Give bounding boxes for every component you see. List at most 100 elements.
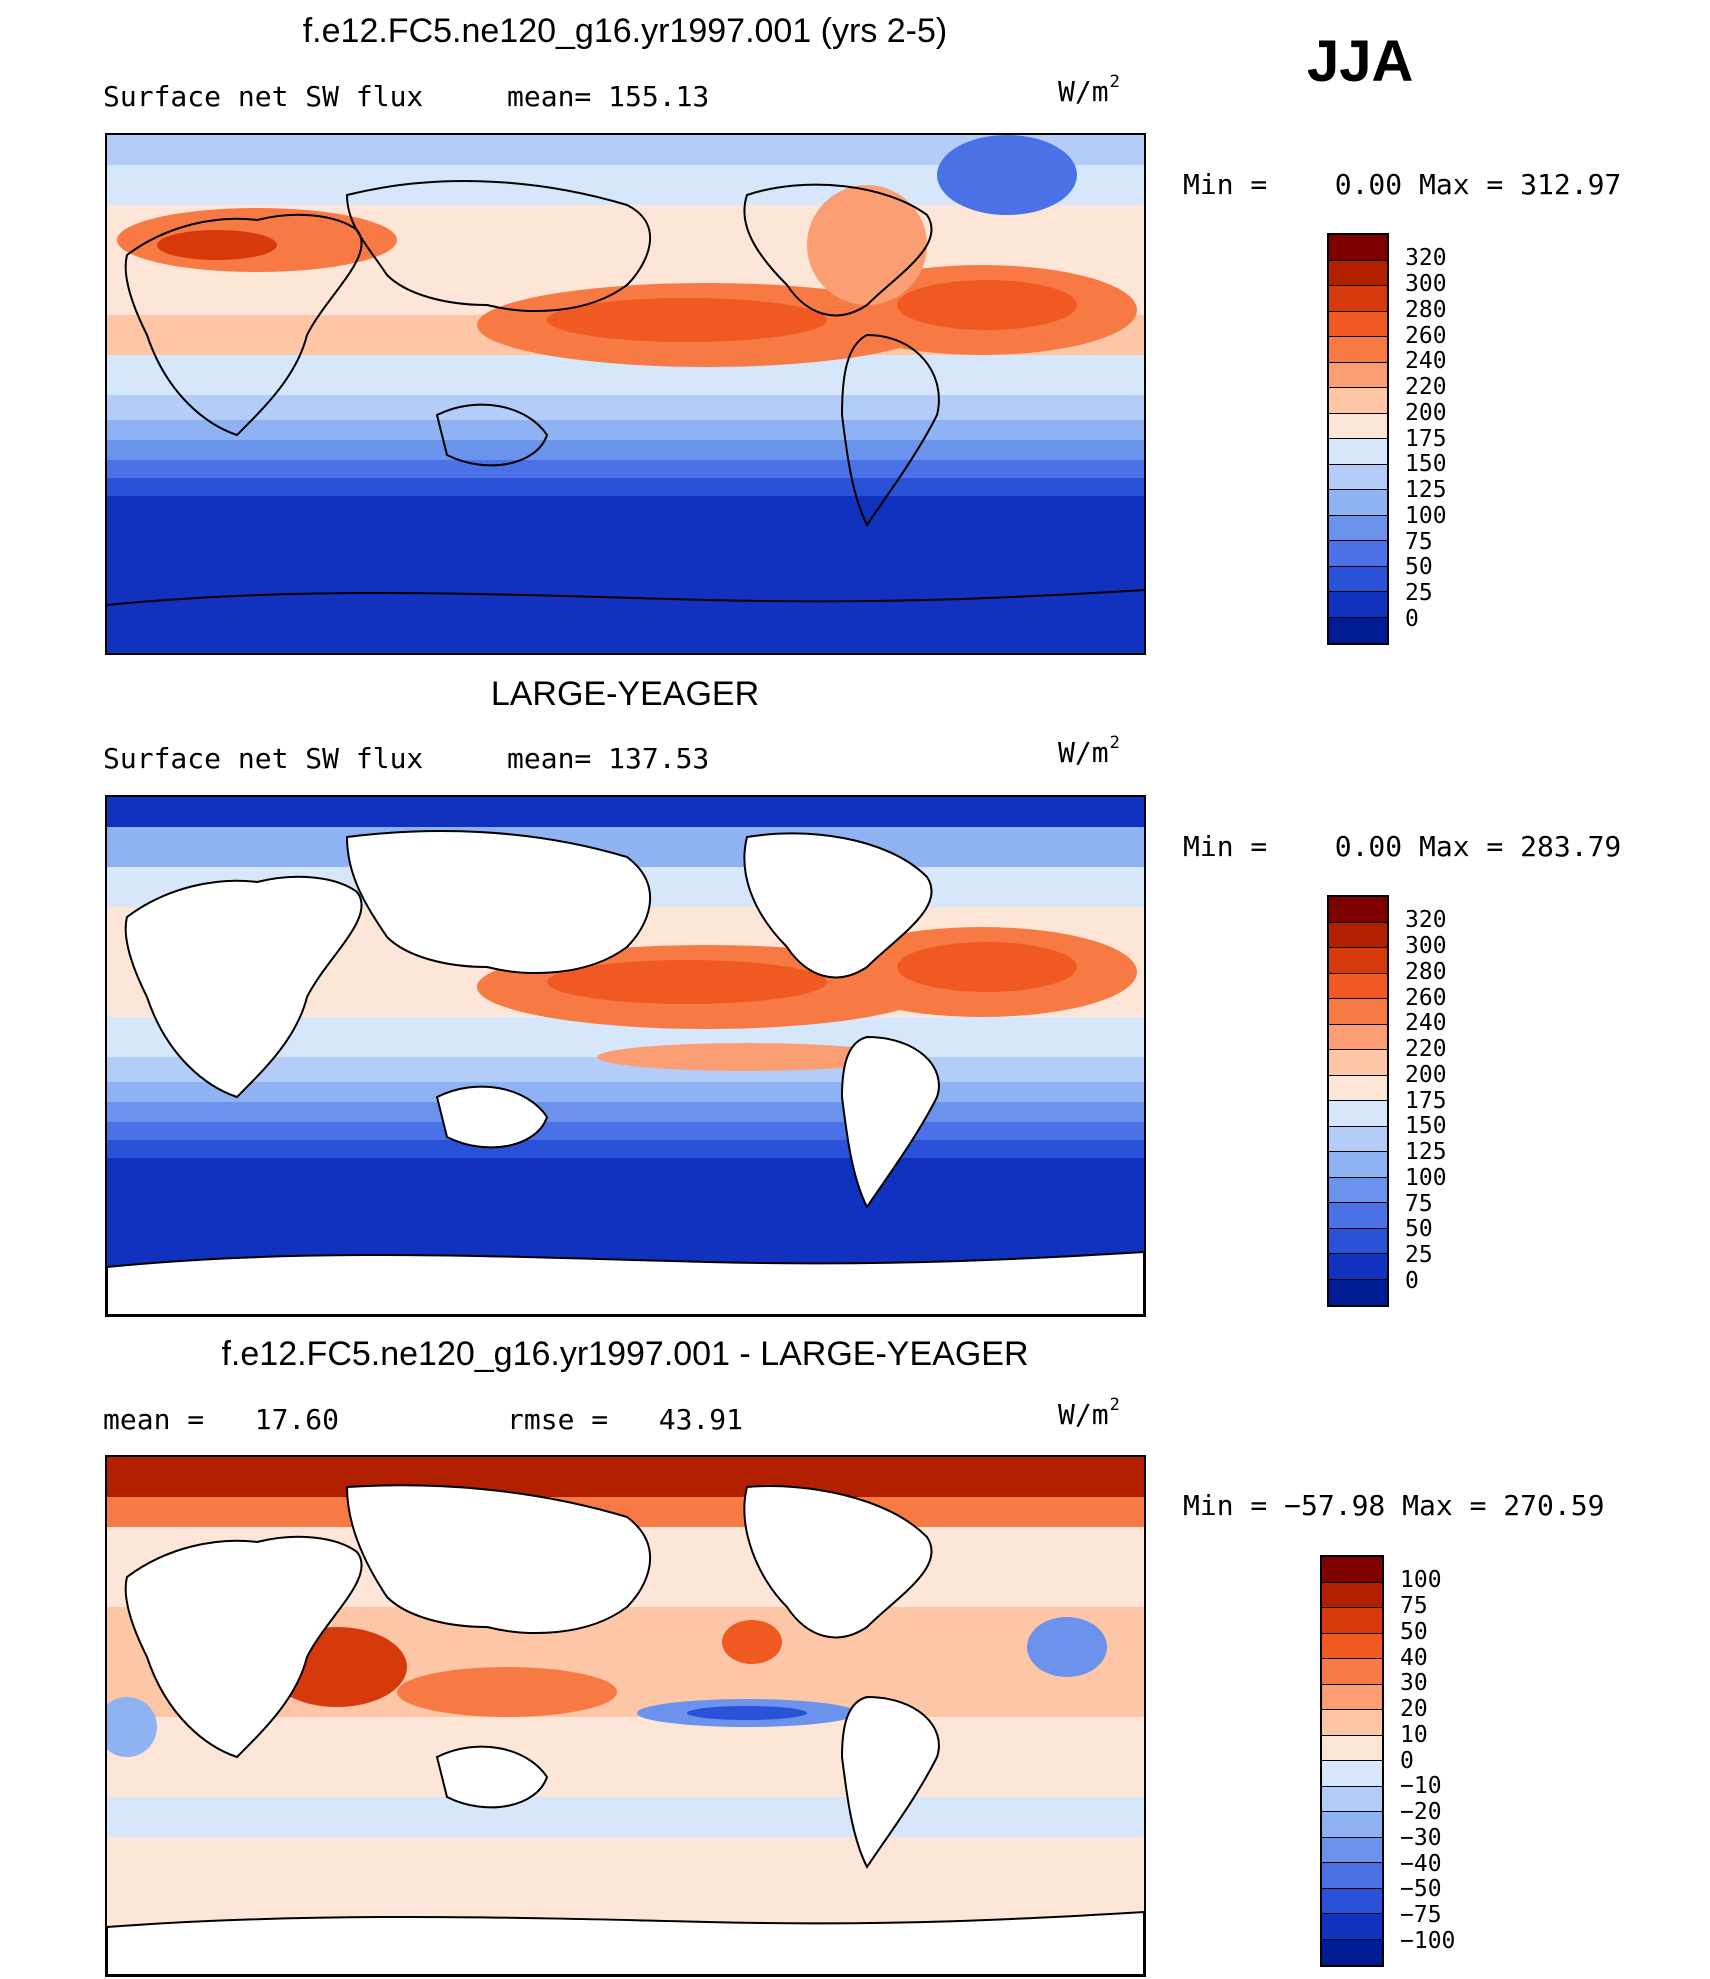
colorbar-3-segment (1322, 1633, 1382, 1659)
colorbar-3-tick-label: 30 (1400, 1670, 1428, 1697)
panel-3-minmax: Min = −57.98 Max = 270.59 (1183, 1489, 1605, 1522)
colorbar-2-segment (1329, 1279, 1387, 1305)
colorbar-2-segment (1329, 1177, 1387, 1203)
panel-2-units: W/m2 (1058, 733, 1120, 769)
colorbar-3-segment (1322, 1735, 1382, 1761)
colorbar-3-tick-label: 20 (1400, 1696, 1428, 1722)
colorbar-1-tick-label: 25 (1405, 580, 1433, 606)
colorbar-1-tick-label: 125 (1405, 477, 1447, 503)
colorbar-1-tick-label: 175 (1405, 425, 1447, 452)
colorbar-2-tick-label: 75 (1405, 1190, 1433, 1217)
colorbar-1-segment (1329, 464, 1387, 490)
colorbar-1-tick-label: 100 (1405, 502, 1447, 529)
colorbar-3-tick-label: 0 (1400, 1747, 1414, 1774)
colorbar-1-tick-label: 220 (1405, 374, 1447, 400)
colorbar-1-segment (1329, 413, 1387, 439)
panel-2-minmax: Min = 0.00 Max = 283.79 (1183, 830, 1622, 863)
colorbar-1-tick-label: 240 (1405, 348, 1447, 375)
colorbar-1-tick-label: 0 (1405, 605, 1419, 632)
colorbar-2-segment (1329, 1050, 1387, 1076)
colorbar-2-tick-label: 100 (1405, 1164, 1447, 1191)
colorbar-3-segment (1322, 1761, 1382, 1787)
colorbar-2-segment (1329, 1254, 1387, 1280)
panel-2-colorbar (1327, 895, 1389, 1307)
colorbar-2-tick-label: 320 (1405, 907, 1447, 934)
colorbar-3-tick-label: 10 (1400, 1721, 1428, 1748)
colorbar-3-tick-label: 100 (1400, 1567, 1442, 1594)
colorbar-1-segment (1329, 592, 1387, 618)
colorbar-2-tick-label: 280 (1405, 958, 1447, 985)
panel-2-mean-label: mean= 137.53 (507, 742, 710, 775)
colorbar-3-tick-label: −50 (1400, 1876, 1442, 1903)
colorbar-2-tick-label: 200 (1405, 1061, 1447, 1088)
colorbar-2-tick-label: 260 (1405, 984, 1447, 1011)
colorbar-1-segment (1329, 617, 1387, 643)
panel-3-title: f.e12.FC5.ne120_g16.yr1997.001 - LARGE-Y… (221, 1335, 1029, 1373)
colorbar-2-segment (1329, 1024, 1387, 1050)
colorbar-1-segment (1329, 541, 1387, 567)
colorbar-3-tick-label: −10 (1400, 1773, 1442, 1800)
colorbar-1-segment (1329, 362, 1387, 388)
colorbar-2-segment (1329, 922, 1387, 948)
panel-3-colorbar (1320, 1555, 1384, 1967)
colorbar-1-segment (1329, 235, 1387, 261)
colorbar-3-tick-label: 75 (1400, 1593, 1428, 1619)
colorbar-1-tick-label: 50 (1405, 554, 1433, 581)
colorbar-3-tick-label: −30 (1400, 1824, 1442, 1851)
season-label: JJA (1307, 29, 1414, 94)
colorbar-3-segment (1322, 1888, 1382, 1914)
panel-1-map (105, 133, 1146, 655)
colorbar-3-segment (1322, 1582, 1382, 1608)
colorbar-2-segment (1329, 999, 1387, 1025)
colorbar-2-segment (1329, 1075, 1387, 1101)
colorbar-3-tick-label: 50 (1400, 1618, 1428, 1645)
colorbar-3-segment (1322, 1608, 1382, 1634)
colorbar-2-segment (1329, 1228, 1387, 1254)
colorbar-2-segment (1329, 948, 1387, 974)
colorbar-1-tick-label: 75 (1405, 528, 1433, 555)
colorbar-2-tick-label: 50 (1405, 1216, 1433, 1243)
panel-1-mean-label: mean= 155.13 (507, 80, 710, 113)
colorbar-1-tick-label: 150 (1405, 451, 1447, 478)
panel-3-rmse-label: rmse = 43.91 (507, 1403, 744, 1436)
panel-1-variable-label: Surface net SW flux (103, 80, 424, 113)
colorbar-1-segment (1329, 566, 1387, 592)
colorbar-3-segment (1322, 1837, 1382, 1863)
colorbar-2-tick-label: 300 (1405, 933, 1447, 959)
colorbar-3-tick-label: −75 (1400, 1902, 1442, 1928)
colorbar-3-tick-label: −100 (1400, 1927, 1456, 1954)
colorbar-3-tick-label: −20 (1400, 1799, 1442, 1825)
colorbar-2-segment (1329, 1101, 1387, 1127)
colorbar-3-segment (1322, 1659, 1382, 1685)
colorbar-2-tick-label: 240 (1405, 1010, 1447, 1037)
colorbar-2-segment (1329, 1126, 1387, 1152)
panel-3-mean-label: mean = 17.60 (103, 1403, 340, 1436)
colorbar-3-segment (1322, 1710, 1382, 1736)
colorbar-3-tick-label: −40 (1400, 1850, 1442, 1877)
colorbar-2-segment (1329, 1203, 1387, 1229)
colorbar-2-tick-label: 150 (1405, 1113, 1447, 1140)
colorbar-1-tick-label: 280 (1405, 296, 1447, 323)
panel-3-units: W/m2 (1058, 1395, 1120, 1431)
colorbar-2-tick-label: 175 (1405, 1087, 1447, 1114)
colorbar-3-segment (1322, 1939, 1382, 1965)
colorbar-2-tick-label: 125 (1405, 1139, 1447, 1165)
colorbar-1-tick-label: 260 (1405, 322, 1447, 349)
colorbar-3-segment (1322, 1684, 1382, 1710)
colorbar-2-segment (1329, 897, 1387, 923)
colorbar-1-segment (1329, 439, 1387, 465)
panel-2-variable-label: Surface net SW flux (103, 742, 424, 775)
colorbar-1-tick-label: 300 (1405, 271, 1447, 297)
panel-2-map (105, 795, 1146, 1317)
colorbar-3-tick-label: 40 (1400, 1644, 1428, 1671)
panel-3-map (105, 1455, 1146, 1977)
panel-2-title: LARGE-YEAGER (490, 675, 760, 713)
colorbar-1-segment (1329, 260, 1387, 286)
colorbar-1-segment (1329, 388, 1387, 414)
colorbar-2-segment (1329, 973, 1387, 999)
colorbar-2-tick-label: 25 (1405, 1242, 1433, 1268)
colorbar-1-tick-label: 320 (1405, 245, 1447, 272)
colorbar-2-tick-label: 220 (1405, 1036, 1447, 1062)
panel-1-title: f.e12.FC5.ne120_g16.yr1997.001 (yrs 2-5) (302, 12, 948, 50)
colorbar-3-segment (1322, 1863, 1382, 1889)
